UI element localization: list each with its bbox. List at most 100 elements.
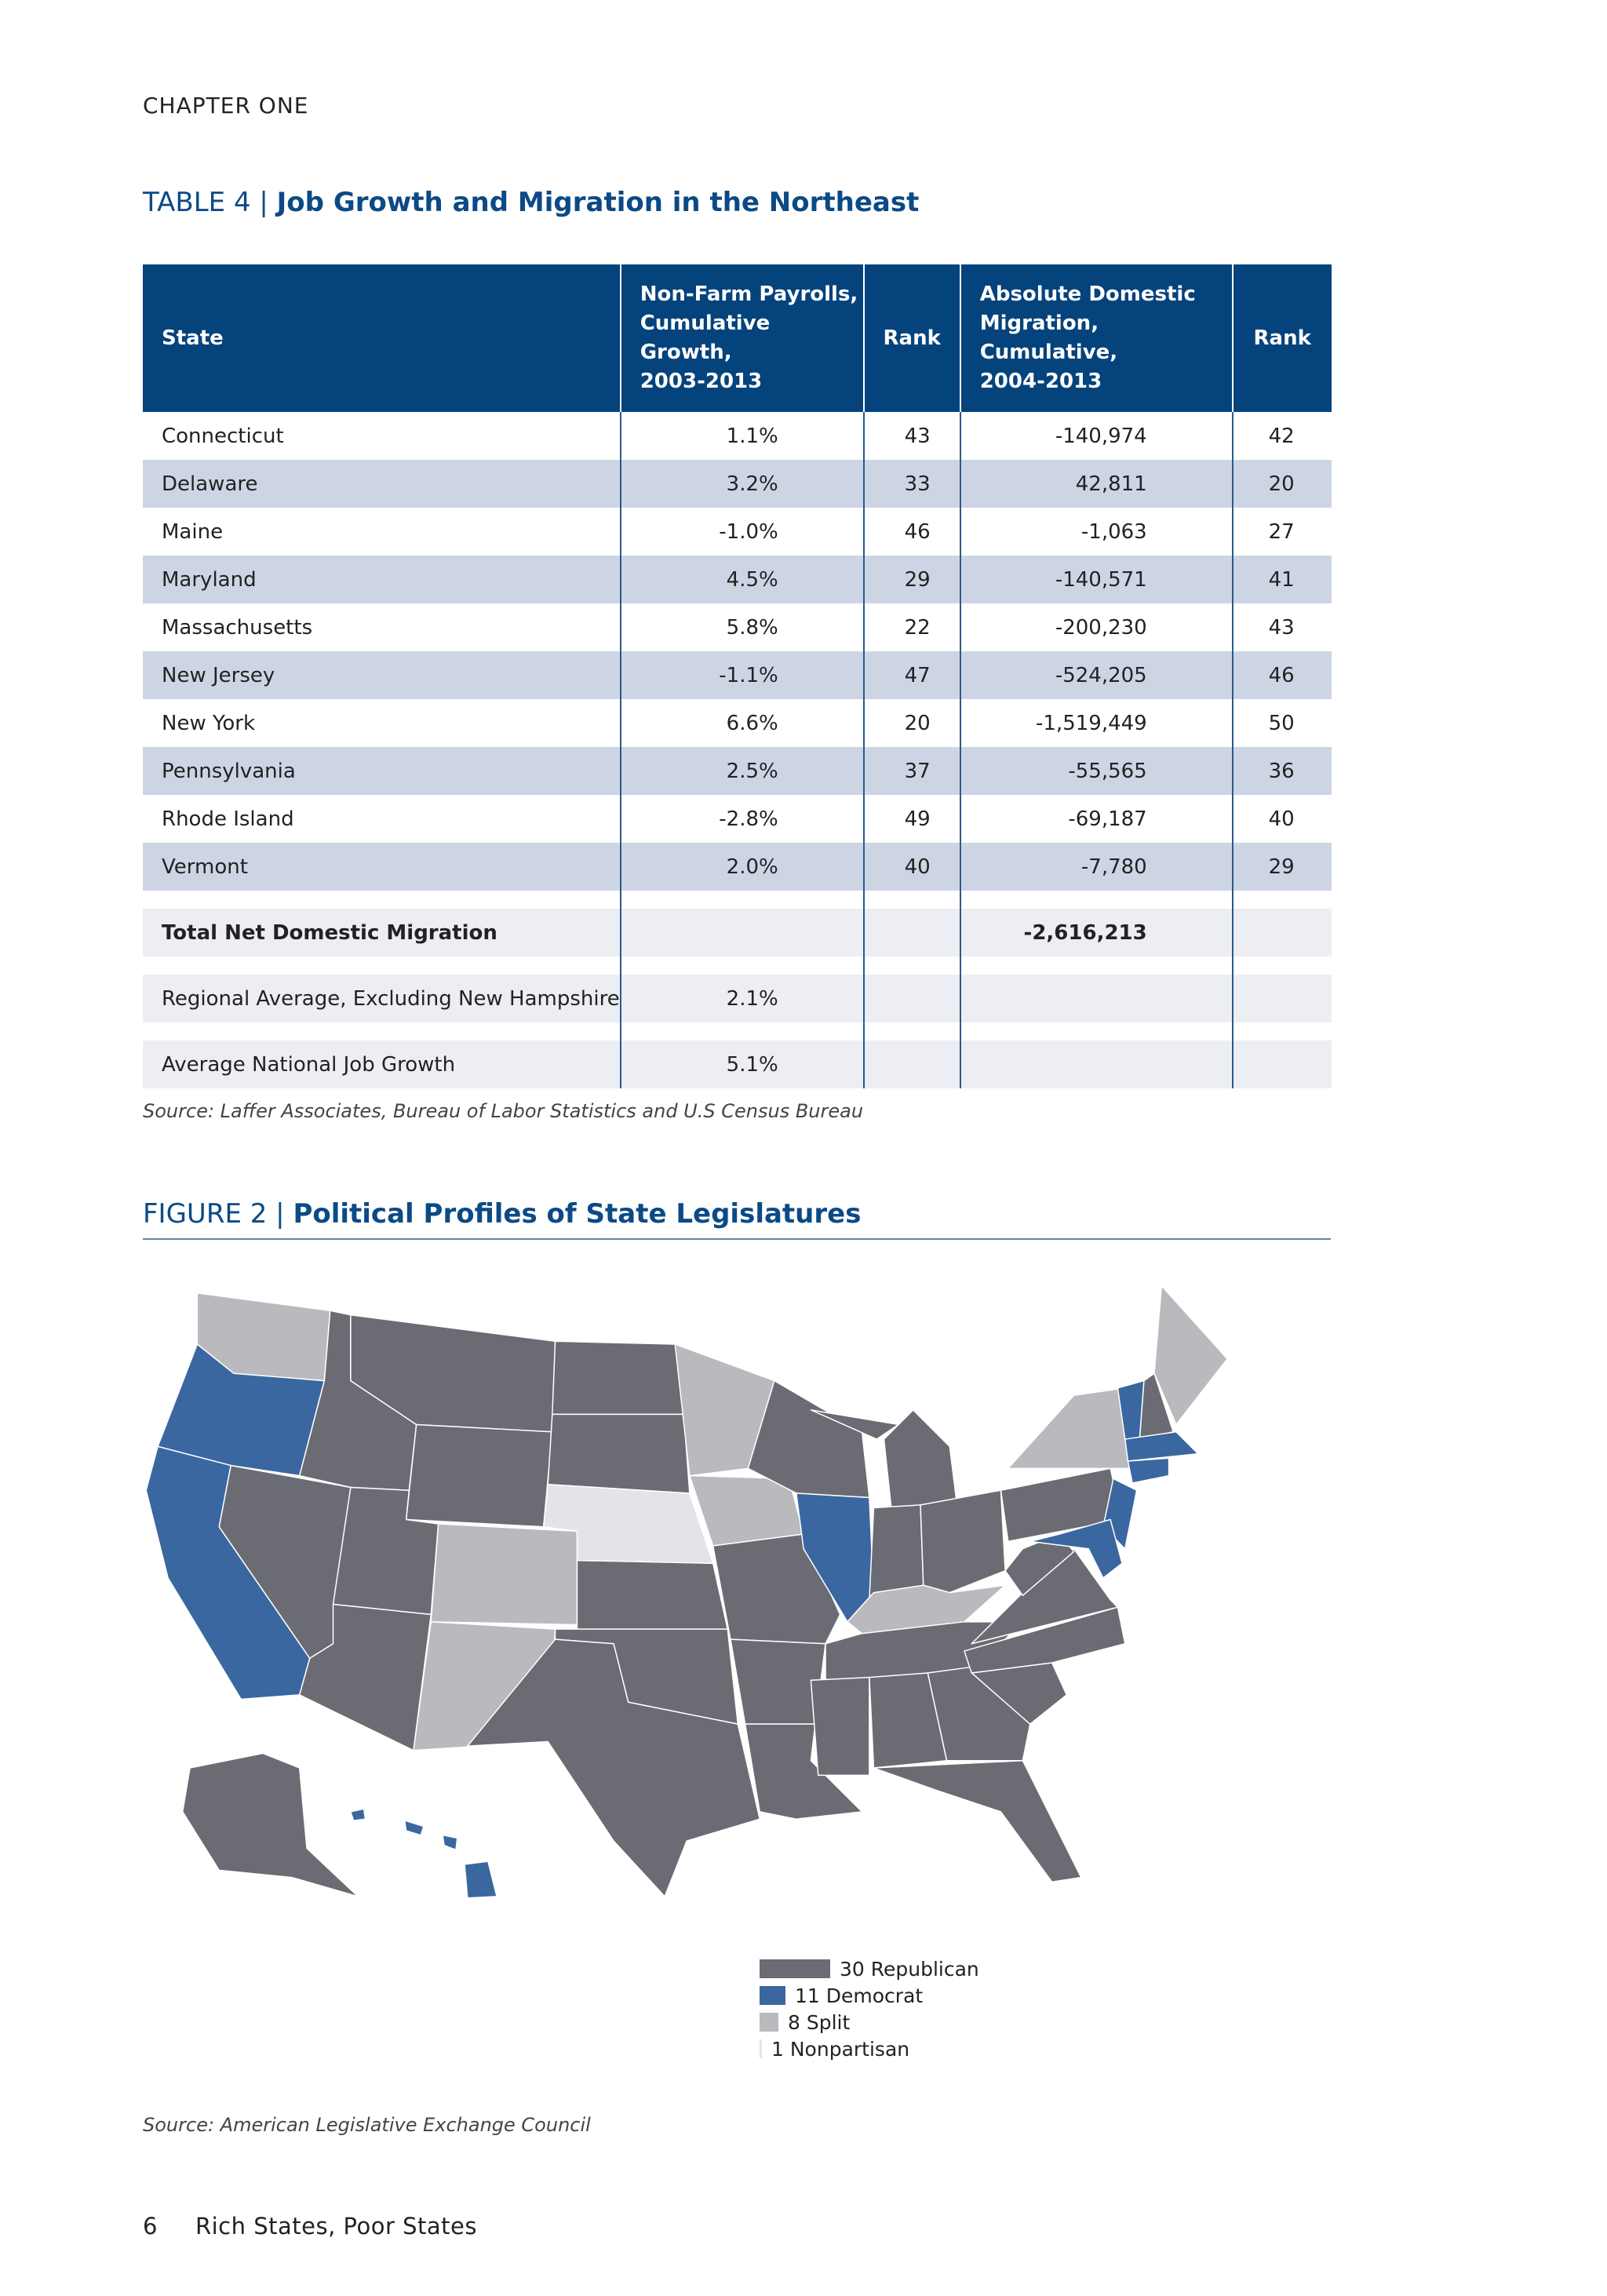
gap-cell	[862, 891, 960, 909]
summary-row: Total Net Domestic Migration -2,616,213	[143, 909, 1332, 957]
south-dakota	[547, 1413, 691, 1494]
colorado	[430, 1523, 578, 1626]
summary-cell	[862, 1040, 960, 1088]
table-cell: New Jersey	[143, 651, 621, 699]
north-carolina	[964, 1606, 1126, 1674]
table-cell: 2.5%	[619, 747, 864, 795]
summary-cell: -2,616,213	[959, 909, 1233, 957]
table-cell: -2.8%	[619, 795, 864, 843]
table-cell: 29	[862, 556, 960, 603]
legend-name: Nonpartisan	[789, 2037, 910, 2061]
gap-cell	[619, 957, 864, 975]
title-rule	[143, 1238, 1331, 1240]
legend-count: 30	[840, 1957, 865, 1981]
data-table: State Non-Farm Payrolls, Cumulative Growt…	[143, 264, 1332, 1088]
gap-cell	[1231, 891, 1332, 909]
hawaii-kauai	[350, 1808, 366, 1821]
table-cell: -1.0%	[619, 508, 864, 556]
table-cell: Rhode Island	[162, 807, 294, 831]
summary-cell	[862, 909, 960, 957]
table-cell: Connecticut	[162, 424, 284, 448]
alaska	[182, 1752, 359, 1897]
table-cell: -1,519,449	[959, 699, 1233, 747]
gap-cell	[862, 957, 960, 975]
table-cell: New York	[162, 711, 256, 735]
hawaii-oahu	[404, 1820, 425, 1836]
table-cell: Massachusetts	[162, 615, 313, 640]
summary-cell	[1231, 909, 1332, 957]
figure-title-text: Political Profiles of State Legislatures	[293, 1198, 862, 1230]
gap-cell	[959, 891, 1233, 909]
summary-cell: Average National Job Growth	[143, 1040, 621, 1088]
table-cell: 6.6%	[619, 699, 864, 747]
table-cell: 20	[862, 699, 960, 747]
indiana	[869, 1504, 924, 1601]
gap-cell	[143, 891, 621, 909]
gap-cell	[862, 1022, 960, 1040]
table-body: Connecticut 1.1% 43 -140,974 42 Delaware 3.2% 3…	[143, 412, 1332, 1088]
table-cell: 46	[1231, 651, 1332, 699]
table-cell: 43	[862, 412, 960, 460]
connecticut	[1127, 1457, 1170, 1484]
column-header: Non-Farm Payrolls, Cumulative Growth, 20…	[619, 264, 864, 412]
legend-name: Democrat	[825, 1984, 924, 2007]
table-row: Massachusetts 5.8% 22 -200,230 43	[143, 603, 1332, 651]
hawaii-maui	[442, 1834, 458, 1851]
table-cell: 5.8%	[619, 603, 864, 651]
table-row: Rhode Island -2.8% 49 -69,187 40	[143, 795, 1332, 843]
table-cell: 42	[1231, 412, 1332, 460]
table-row: Maine -1.0% 46 -1,063 27	[143, 508, 1332, 556]
maine	[1153, 1285, 1228, 1426]
table-cell: 50	[1231, 699, 1332, 747]
table-cell: Vermont	[143, 843, 621, 891]
table-cell: Pennsylvania	[143, 747, 621, 795]
table-cell: -55,565	[959, 747, 1233, 795]
texas	[467, 1638, 760, 1897]
table-cell: 47	[862, 651, 960, 699]
michigan-up	[810, 1409, 899, 1440]
row-gap	[143, 1022, 1332, 1040]
table-label: TABLE 4 |	[143, 187, 268, 218]
table-cell: 20	[1231, 460, 1332, 508]
table-cell: 3.2%	[619, 460, 864, 508]
table-cell: -69,187	[959, 795, 1233, 843]
legend-item: 30 Republican	[760, 1955, 979, 1982]
table-source: Source: Laffer Associates, Bureau of Lab…	[143, 1100, 864, 1122]
summary-cell	[959, 975, 1233, 1022]
table-cell: 40	[1231, 795, 1332, 843]
table-cell: 29	[1231, 843, 1332, 891]
gap-cell	[143, 957, 621, 975]
gap-cell	[143, 1022, 621, 1040]
table-row: New York 6.6% 20 -1,519,449 50	[143, 699, 1332, 747]
summary-cell: Total Net Domestic Migration	[143, 909, 621, 957]
new-york	[1008, 1387, 1133, 1470]
legend-count: 1	[771, 2037, 784, 2061]
summary-cell: 2.1%	[619, 975, 864, 1022]
column-header: State	[143, 264, 621, 412]
legend: 30 Republican 11 Democrat 8 Split 1 Nonpart…	[760, 1955, 979, 2062]
table-cell: 40	[862, 843, 960, 891]
table-cell: Maine	[162, 519, 224, 544]
summary-cell	[862, 975, 960, 1022]
massachusetts	[1124, 1431, 1199, 1462]
legend-count: 11	[795, 1984, 820, 2007]
page-number: 6	[143, 2213, 158, 2240]
gap-cell	[959, 957, 1233, 975]
row-gap	[143, 891, 1332, 909]
states	[145, 1285, 1228, 1899]
legend-swatch	[760, 1959, 830, 1978]
kansas	[576, 1559, 729, 1630]
wisconsin	[747, 1379, 870, 1499]
table-cell: Delaware	[143, 460, 621, 508]
legend-count: 8	[788, 2010, 800, 2034]
florida	[873, 1759, 1082, 1883]
gap-cell	[959, 1022, 1233, 1040]
publication-title: Rich States, Poor States	[195, 2213, 477, 2240]
legend-swatch	[760, 2013, 778, 2032]
gap-cell	[619, 1022, 864, 1040]
table-title: TABLE 4 | Job Growth and Migration in th…	[143, 187, 919, 218]
table-cell: 27	[1231, 508, 1332, 556]
table-cell: 36	[1231, 747, 1332, 795]
us-map	[145, 1285, 1228, 1899]
